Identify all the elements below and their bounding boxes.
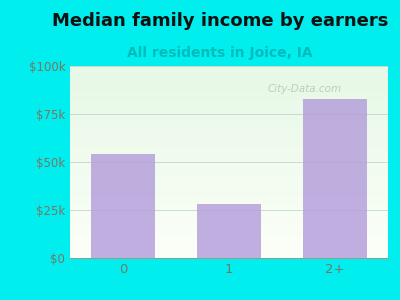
Text: Median family income by earners: Median family income by earners	[52, 12, 388, 30]
Bar	[91, 154, 155, 258]
Bar	[303, 99, 367, 258]
Bar	[197, 204, 261, 258]
Text: City-Data.com: City-Data.com	[267, 84, 341, 94]
Text: All residents in Joice, IA: All residents in Joice, IA	[127, 46, 313, 61]
